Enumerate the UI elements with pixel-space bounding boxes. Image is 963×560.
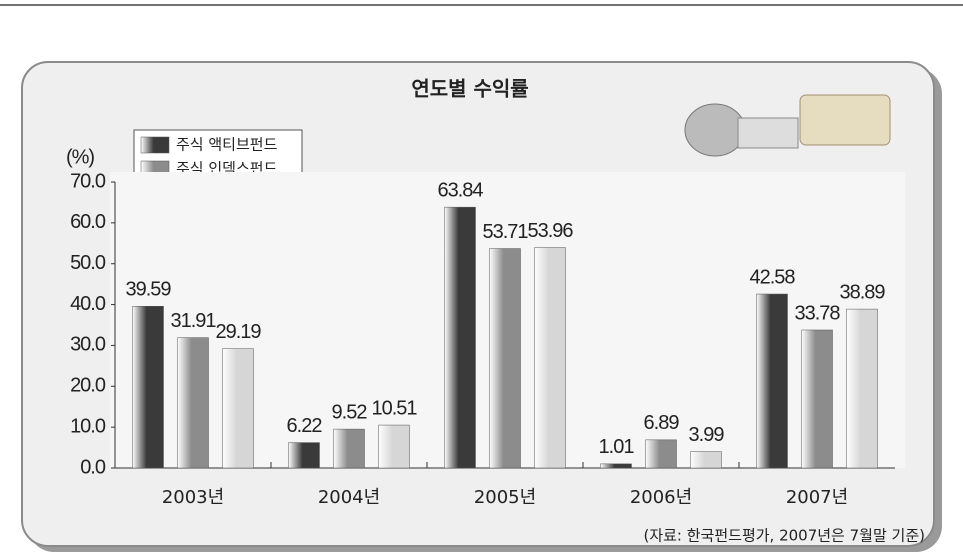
value-label: 39.59 (125, 279, 171, 301)
value-label: 6.89 (644, 412, 680, 434)
bar (601, 464, 632, 468)
value-label: 31.91 (170, 310, 216, 332)
value-label: 3.99 (689, 424, 725, 446)
chart: 연도별 수익률 (%) (자료: 한국펀드평가, 2007년은 7월말 기준) … (0, 0, 963, 560)
y-tick-label: 30.0 (70, 334, 106, 356)
y-tick-label: 60.0 (70, 211, 106, 233)
value-label: 6.22 (287, 415, 323, 437)
bar (334, 429, 365, 468)
y-tick-label: 0.0 (80, 456, 106, 478)
value-label: 29.19 (215, 321, 261, 343)
value-label: 53.71 (482, 221, 528, 243)
bar (802, 330, 833, 468)
y-tick-label: 20.0 (70, 375, 106, 397)
bar (490, 249, 521, 468)
y-tick-label: 70.0 (70, 170, 106, 192)
y-tick-label: 10.0 (70, 415, 106, 437)
bar (178, 338, 209, 468)
chart-title: 연도별 수익률 (411, 77, 528, 101)
x-tick-label: 2006년 (630, 487, 692, 508)
value-label: 63.84 (437, 179, 483, 201)
bar (133, 306, 164, 468)
legend-label: 주식 액티브펀드 (176, 136, 278, 154)
bar (646, 440, 677, 468)
value-label: 42.58 (749, 266, 795, 288)
y-tick-label: 40.0 (70, 293, 106, 315)
bar (445, 207, 476, 468)
x-tick-label: 2005년 (474, 487, 536, 508)
x-tick-label: 2004년 (318, 487, 380, 508)
value-label: 33.78 (794, 302, 840, 324)
value-label: 53.96 (527, 220, 573, 242)
bar (223, 349, 254, 468)
value-label: 38.89 (839, 281, 885, 303)
value-label: 1.01 (599, 436, 635, 458)
value-label: 9.52 (332, 401, 368, 423)
x-tick-label: 2007년 (786, 487, 848, 508)
bar (379, 425, 410, 468)
value-label: 10.51 (371, 397, 417, 419)
y-tick-label: 50.0 (70, 252, 106, 274)
legend-swatch (141, 137, 169, 153)
bar (757, 294, 788, 468)
bar (691, 452, 722, 468)
bar (847, 309, 878, 468)
x-tick-label: 2003년 (162, 487, 224, 508)
source-note: (자료: 한국펀드평가, 2007년은 7월말 기준) (643, 527, 925, 545)
bar (535, 248, 566, 468)
bar (289, 443, 320, 468)
y-unit: (%) (66, 146, 94, 168)
